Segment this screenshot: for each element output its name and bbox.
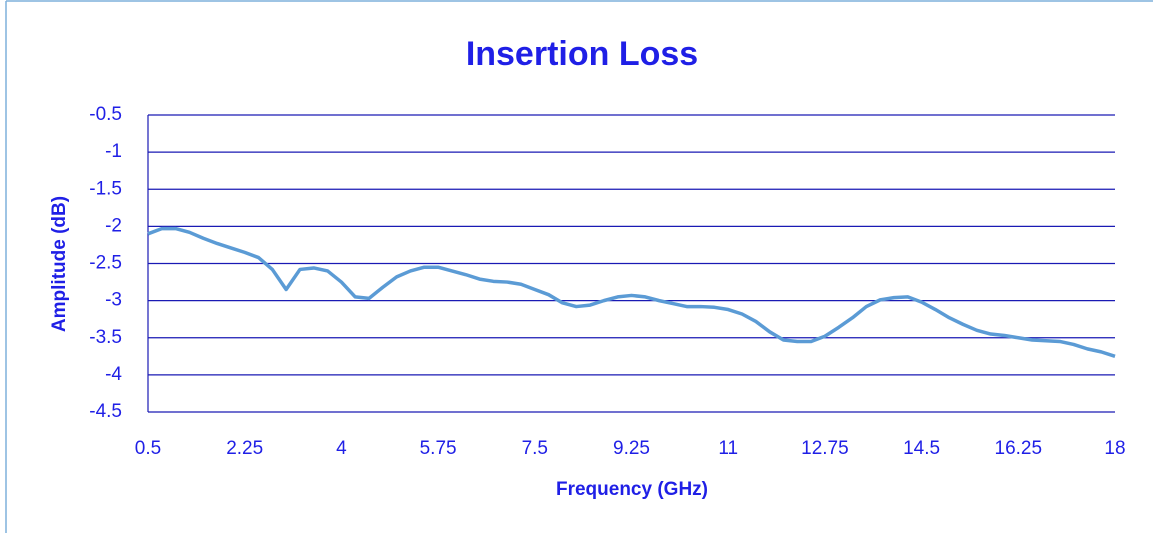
chart-title: Insertion Loss	[466, 35, 698, 73]
y-tick-label: -3.5	[89, 327, 122, 348]
y-tick-label: -2.5	[89, 253, 122, 274]
y-tick-label: -4.5	[89, 401, 122, 422]
y-tick-label: -4	[105, 364, 122, 385]
x-axis-title: Frequency (GHz)	[556, 479, 708, 500]
data-line	[147, 226, 1116, 358]
x-tick-label: 16.25	[995, 438, 1043, 459]
x-tick-label: 2.25	[226, 438, 263, 459]
x-tick-label: 14.5	[903, 438, 940, 459]
y-tick-label: -1.5	[89, 178, 122, 199]
x-tick-label: 0.5	[135, 438, 161, 459]
x-tick-label: 9.25	[613, 438, 650, 459]
y-tick-label: -3	[105, 290, 122, 311]
y-tick-label: -1	[105, 141, 122, 162]
x-tick-label: 4	[336, 438, 347, 459]
x-tick-label: 12.75	[801, 438, 849, 459]
y-tick-label: -0.5	[89, 104, 122, 125]
y-tick-label: -2	[105, 215, 122, 236]
x-tick-label: 11	[718, 438, 738, 459]
x-tick-label: 7.5	[522, 438, 548, 459]
x-tick-label: 18	[1104, 438, 1125, 459]
y-axis-title: Amplitude (dB)	[49, 196, 70, 332]
x-tick-label: 5.75	[420, 438, 457, 459]
